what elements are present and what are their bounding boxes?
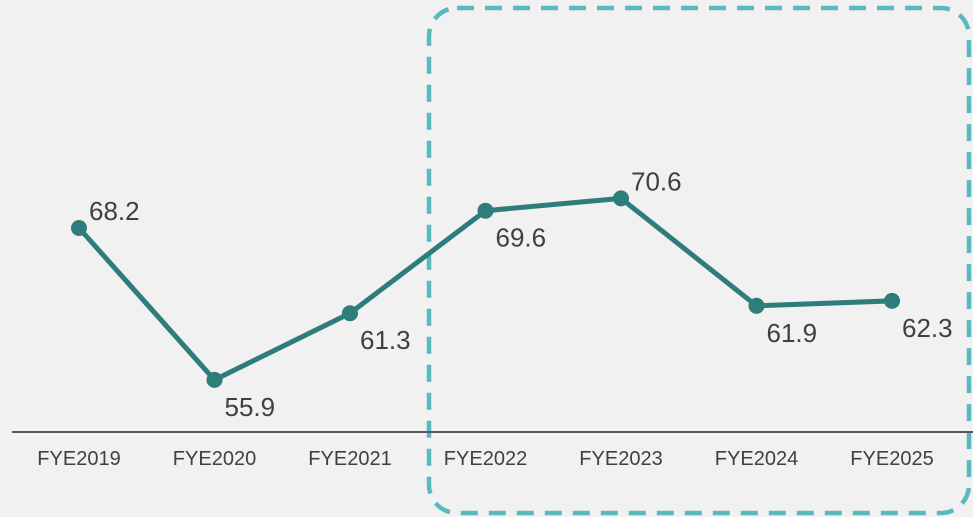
x-tick-label-fye2021: FYE2021	[308, 448, 391, 470]
x-tick-label-fye2023: FYE2023	[579, 448, 662, 470]
data-label-fye2022: 69.6	[496, 223, 547, 253]
x-tick-label-fye2025: FYE2025	[850, 448, 933, 470]
data-point-fye2019	[71, 220, 87, 236]
data-point-fye2020	[206, 371, 223, 388]
data-point-fye2023	[613, 190, 629, 207]
data-label-fye2025: 62.3	[902, 313, 953, 343]
data-label-fye2021: 61.3	[360, 325, 411, 355]
x-tick-label-fye2020: FYE2020	[173, 448, 256, 470]
x-tick-labels: FYE2019 FYE2020 FYE2021 FYE2022 FYE2023 FYE20…	[37, 448, 933, 470]
data-label-fye2024: 61.9	[767, 318, 818, 348]
data-label-fye2019: 68.2	[89, 196, 140, 226]
data-points	[71, 190, 900, 388]
highlight-box	[426, 5, 972, 516]
data-point-fye2021	[342, 305, 358, 322]
x-tick-label-fye2019: FYE2019	[37, 448, 120, 470]
x-tick-label-fye2024: FYE2024	[715, 448, 798, 470]
data-point-fye2022	[477, 202, 494, 219]
series-line	[76, 195, 895, 383]
data-label-fye2020: 55.9	[225, 392, 276, 422]
data-label-fye2023: 70.6	[631, 166, 682, 196]
x-tick-label-fye2022: FYE2022	[444, 448, 527, 470]
data-point-fye2025	[884, 292, 900, 309]
data-point-fye2024	[748, 297, 765, 314]
data-labels: 68.2 55.9 61.3 69.6 70.6 61.9 62.3	[89, 166, 953, 422]
